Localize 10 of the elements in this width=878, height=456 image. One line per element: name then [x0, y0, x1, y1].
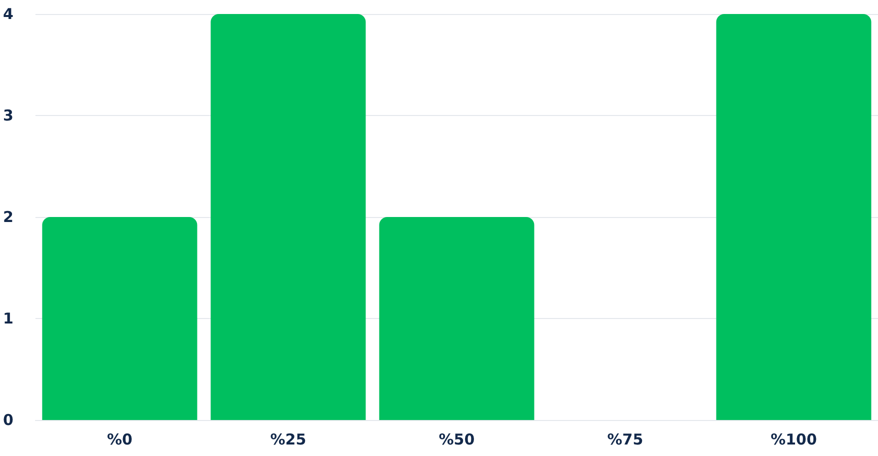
x-tick-label: %50 — [438, 430, 475, 448]
x-tick-label: %100 — [770, 430, 817, 448]
x-tick-label: %0 — [106, 430, 132, 448]
y-tick-label: 3 — [3, 106, 14, 124]
y-tick-label: 1 — [3, 310, 14, 328]
y-tick-label: 4 — [3, 5, 14, 23]
y-tick-label: 2 — [3, 208, 14, 226]
x-tick-label: %25 — [270, 430, 306, 448]
x-tick-label: %75 — [607, 430, 644, 448]
y-tick-label: 0 — [3, 411, 14, 429]
